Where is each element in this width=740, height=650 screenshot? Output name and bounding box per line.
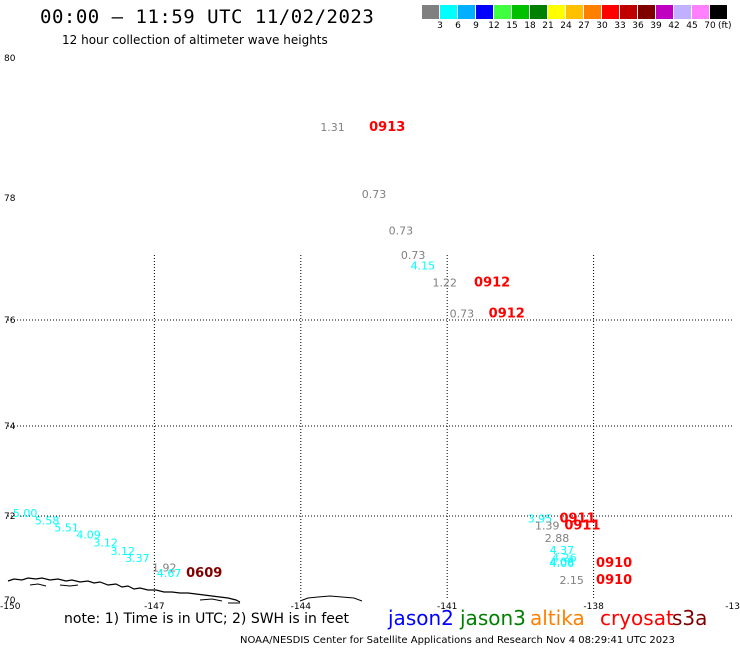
legend-tick-label: 36: [632, 21, 644, 31]
wave-height-label: 2.15: [559, 574, 584, 587]
wave-height-label: 1.22: [433, 276, 458, 289]
legend-swatch: [656, 5, 673, 19]
legend-unit-label: (ft): [718, 21, 732, 31]
latitude-label: 80: [4, 54, 16, 64]
wave-height-label: 4.06: [550, 557, 575, 570]
wave-height-label: 0.73: [389, 225, 414, 238]
longitude-label: -13: [725, 602, 740, 612]
coastline-path: [7, 577, 241, 603]
legend-tick-label: 30: [596, 21, 608, 31]
legend-swatch: [494, 5, 511, 19]
legend-tick-label: 70: [704, 21, 716, 31]
wave-height-label: 5.00: [13, 507, 38, 520]
legend-swatch: [440, 5, 457, 19]
legend-swatch: [458, 5, 475, 19]
legend-swatch: [566, 5, 583, 19]
legend-swatch: [692, 5, 709, 19]
legend-swatch: [584, 5, 601, 19]
latitude-label: 72: [4, 512, 15, 522]
alaska-coastline: [7, 577, 363, 604]
pass-time-label: 0911: [559, 511, 595, 526]
credit-line: NOAA/NESDIS Center for Satellite Applica…: [240, 635, 675, 646]
pass-time-label: 0910: [596, 573, 632, 588]
legend-swatch: [602, 5, 619, 19]
legend-tick-label: 39: [650, 21, 662, 31]
legend-tick-label: 9: [473, 21, 479, 31]
legend-tick-label: 27: [578, 21, 590, 31]
wave-height-label: 4.08: [550, 556, 575, 569]
legend-tick-label: 45: [686, 21, 698, 31]
wave-height-label: 1.39: [535, 519, 560, 532]
legend-tick-label: 12: [488, 21, 500, 31]
wave-height-label: 4.15: [411, 259, 436, 272]
wave-height-label: 2.88: [545, 532, 570, 545]
wave-height-label: 0.73: [401, 249, 426, 262]
legend-tick-label: 42: [668, 21, 680, 31]
wave-height-label: 4.26: [552, 551, 577, 564]
wave-height-label: 4.37: [550, 544, 575, 557]
longitude-label: -141: [437, 602, 457, 612]
longitude-label: -150: [0, 602, 21, 612]
legend-swatch: [512, 5, 529, 19]
latitude-label: 78: [4, 194, 16, 204]
coastline-islands: [29, 583, 363, 604]
pass-time-label: 0912: [474, 275, 510, 290]
legend-tick-label: 18: [524, 21, 536, 31]
wave-height-label: 0.73: [362, 188, 387, 201]
latitude-label: 74: [4, 422, 16, 432]
legend-swatch: [476, 5, 493, 19]
legend-swatch: [620, 5, 637, 19]
wave-height-label: 5.51: [54, 522, 79, 535]
legend-tick-label: 24: [560, 21, 572, 31]
legend-tick-label: 33: [614, 21, 626, 31]
footer-note: note: 1) Time is in UTC; 2) SWH is in fe…: [64, 611, 350, 627]
longitude-label: -144: [291, 602, 312, 612]
graticule: [8, 255, 732, 600]
longitude-label: -147: [144, 602, 164, 612]
legend-swatch: [674, 5, 691, 19]
wave-height-label: 3.12: [93, 537, 118, 550]
satellite-name-cryosat: cryosat: [600, 606, 674, 630]
satellite-name-altika: altika: [530, 606, 585, 630]
wave-height-label: 5.58: [35, 514, 60, 527]
legend-tick-label: 6: [455, 21, 461, 31]
legend-tick-label: 21: [542, 21, 554, 31]
axis-labels: 80 78 76 74 72 70-150 -147 -144 -141 -138 -13: [0, 54, 740, 612]
map-subtitle: 12 hour collection of altimeter wave hei…: [62, 33, 328, 47]
legend-tick-label: 15: [506, 21, 518, 31]
pass-time-label: 0912: [489, 307, 525, 322]
wave-height-label: 1.92: [152, 561, 177, 574]
legend-swatch: [548, 5, 565, 19]
satellite-name-s3a: s3a: [672, 606, 708, 630]
latitude-label: 70: [4, 596, 16, 606]
satellite-name-jason2: jason2: [388, 606, 454, 630]
legend-swatch: [530, 5, 547, 19]
wave-height-label: 1.31: [320, 121, 345, 134]
wave-height-label: 3.37: [125, 552, 149, 565]
longitude-label: -138: [583, 602, 604, 612]
wave-height-label: 3.95: [528, 512, 553, 525]
wave-height-label: 0.73: [450, 308, 475, 321]
legend-swatch: [422, 5, 439, 19]
map-title: 00:00 – 11:59 UTC 11/02/2023: [40, 6, 375, 28]
wave-height-label: 3.12: [110, 545, 135, 558]
latitude-label: 76: [4, 316, 16, 326]
pass-time-label: 0913: [369, 120, 405, 135]
wave-height-label: 4.09: [76, 529, 101, 542]
wave-height-label: 4.67: [157, 567, 182, 580]
legend-swatch: [638, 5, 655, 19]
satellite-name-jason3: jason3: [460, 606, 526, 630]
pass-time-label: 0911: [564, 518, 600, 533]
legend-tick-label: 3: [437, 21, 443, 31]
pass-time-label: 0609: [186, 566, 222, 581]
pass-time-label: 0910: [596, 556, 632, 571]
legend-swatch: [710, 5, 727, 19]
